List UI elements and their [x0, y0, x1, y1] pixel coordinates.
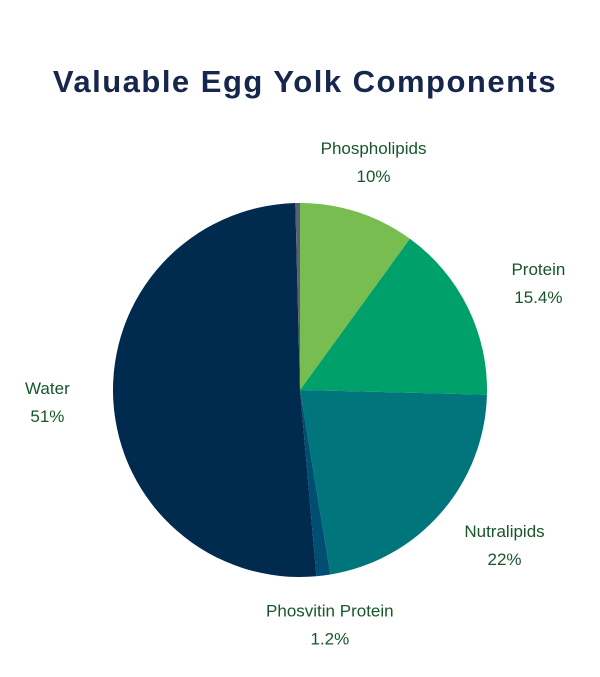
- pie-slice: [300, 203, 410, 390]
- pie-slice: [300, 238, 487, 395]
- slice-label: Phospholipids: [321, 139, 427, 158]
- slice-value: 15.4%: [514, 288, 562, 307]
- slice-value: 51%: [30, 407, 64, 426]
- slice-label: Water: [25, 379, 70, 398]
- slice-value: 1.2%: [310, 630, 349, 649]
- pie-slice: [112, 203, 317, 577]
- slice-label: Protein: [511, 260, 565, 279]
- pie-slice: [295, 203, 300, 390]
- slice-label: Nutralipids: [464, 522, 544, 541]
- slice-value: 10%: [357, 167, 391, 186]
- chart-title: Valuable Egg Yolk Components: [53, 64, 557, 99]
- pie-slice: [300, 390, 487, 575]
- pie-slice: [300, 390, 331, 577]
- slice-label: Phosvitin Protein: [266, 602, 394, 621]
- slice-value: 22%: [487, 550, 521, 569]
